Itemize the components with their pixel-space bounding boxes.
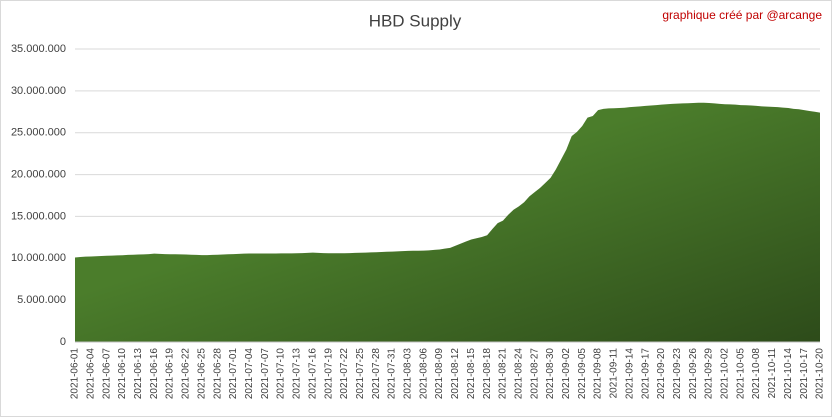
annotation: graphique créé par @arcange <box>662 8 822 22</box>
y-tick-label: 5.000.000 <box>17 294 66 306</box>
x-tick-label: 2021-08-06 <box>418 348 429 400</box>
x-tick-label: 2021-06-13 <box>133 348 144 400</box>
x-tick-label: 2021-09-14 <box>624 348 635 400</box>
x-tick-label: 2021-08-30 <box>545 348 556 400</box>
x-tick-label: 2021-09-02 <box>561 348 572 400</box>
x-tick-label: 2021-10-02 <box>720 348 731 400</box>
x-tick-label: 2021-07-07 <box>260 348 271 400</box>
x-tick-label: 2021-08-24 <box>513 348 524 400</box>
x-tick-label: 2021-07-10 <box>276 348 287 400</box>
y-tick-label: 30.000.000 <box>11 85 66 97</box>
x-tick-label: 2021-08-15 <box>466 348 477 400</box>
x-tick-label: 2021-07-04 <box>244 348 255 400</box>
x-tick-label: 2021-07-28 <box>371 348 382 400</box>
x-tick-label: 2021-08-03 <box>403 348 414 400</box>
plot <box>75 102 820 343</box>
x-tick-label: 2021-06-16 <box>149 348 160 400</box>
y-tick-label: 25.000.000 <box>11 127 66 139</box>
x-tick-label: 2021-09-11 <box>609 348 620 399</box>
x-tick-label: 2021-07-16 <box>307 348 318 400</box>
x-tick-label: 2021-07-25 <box>355 348 366 400</box>
y-tick-label: 10.000.000 <box>11 252 66 264</box>
y-tick-label: 0 <box>60 336 66 348</box>
x-tick-label: 2021-10-05 <box>735 348 746 400</box>
x-tick-label: 2021-10-14 <box>783 348 794 400</box>
x-tick-label: 2021-09-17 <box>640 348 651 400</box>
x-tick-label: 2021-07-01 <box>228 348 239 400</box>
x-tick-label: 2021-07-19 <box>323 348 334 400</box>
x-tick-label: 2021-09-26 <box>688 348 699 400</box>
x-tick-label: 2021-10-11 <box>767 348 778 399</box>
x-tick-label: 2021-06-25 <box>196 348 207 400</box>
x-tick-label: 2021-06-28 <box>212 348 223 400</box>
x-tick-label: 2021-06-01 <box>70 348 81 400</box>
x-tick-label: 2021-07-31 <box>387 348 398 400</box>
x-tick-label: 2021-10-17 <box>799 348 810 400</box>
x-tick-label: 2021-09-23 <box>672 348 683 400</box>
x-tick-label: 2021-06-19 <box>165 348 176 400</box>
x-tick-label: 2021-08-09 <box>434 348 445 400</box>
x-tick-label: 2021-08-12 <box>450 348 461 400</box>
area-shade <box>75 102 820 342</box>
x-tick-label: 2021-09-29 <box>704 348 715 400</box>
x-tick-label: 2021-09-05 <box>577 348 588 400</box>
x-tick-label: 2021-10-20 <box>815 348 826 400</box>
x-tick-label: 2021-07-22 <box>339 348 350 400</box>
x-tick-label: 2021-08-18 <box>482 348 493 400</box>
x-tick-label: 2021-07-13 <box>292 348 303 400</box>
y-tick-label: 35.000.000 <box>11 43 66 55</box>
x-tick-label: 2021-08-27 <box>529 348 540 400</box>
x-tick-label: 2021-09-08 <box>593 348 604 400</box>
x-tick-label: 2021-06-04 <box>85 348 96 400</box>
x-tick-label: 2021-06-22 <box>181 348 192 400</box>
x-tick-label: 2021-06-10 <box>117 348 128 400</box>
x-tick-label: 2021-10-08 <box>751 348 762 400</box>
labels: 0 5.000.000 10.000.000 15.000.000 20.000.000… <box>11 43 826 399</box>
x-tick-label: 2021-09-20 <box>656 348 667 400</box>
x-tick-label: 2021-06-07 <box>101 348 112 400</box>
chart-title: HBD Supply <box>369 11 462 30</box>
x-tick-label: 2021-08-21 <box>498 348 509 400</box>
y-tick-label: 15.000.000 <box>11 210 66 222</box>
y-tick-label: 20.000.000 <box>11 168 66 180</box>
